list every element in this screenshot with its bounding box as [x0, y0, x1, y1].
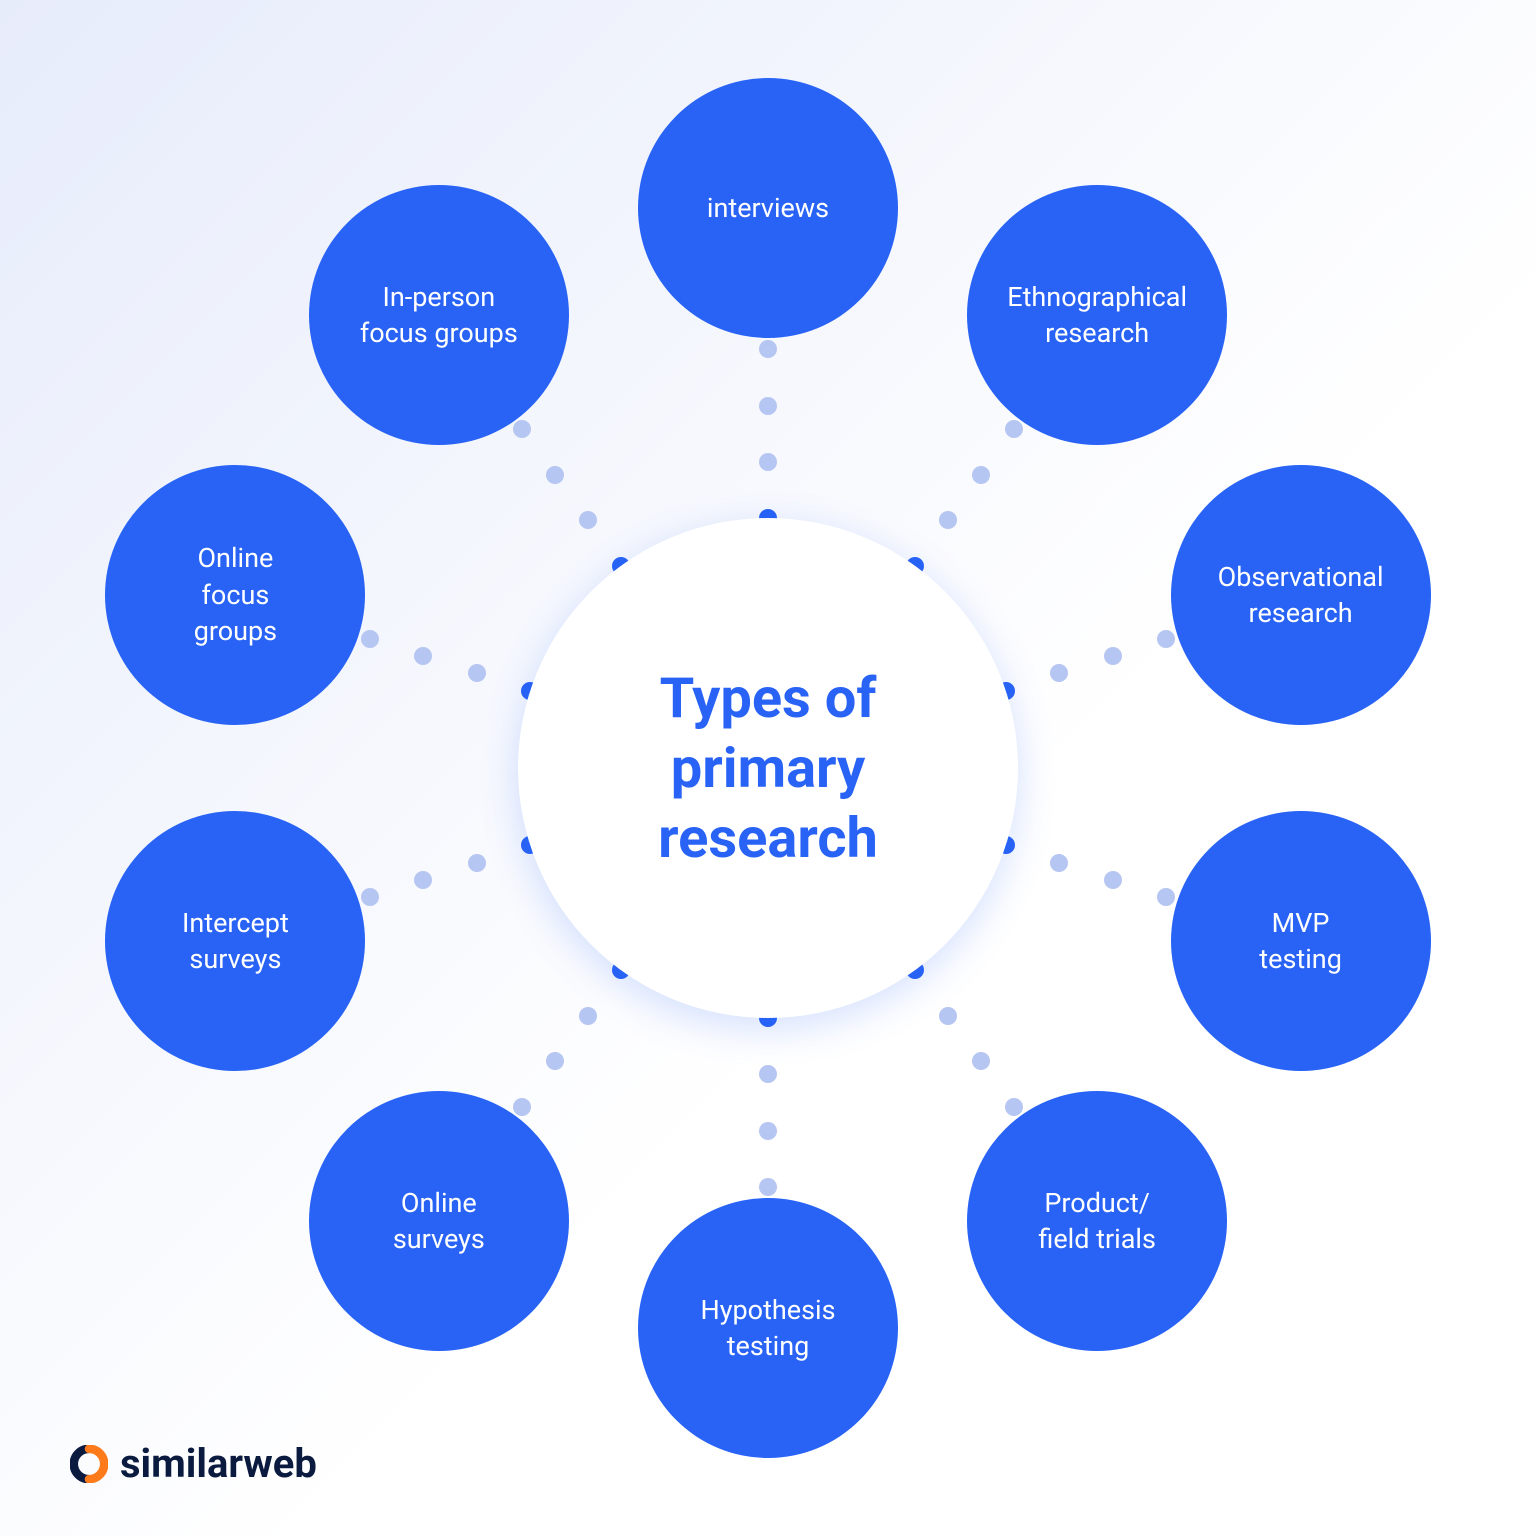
- outer-node-label: Online surveys: [393, 1185, 485, 1258]
- spoke-dot: [546, 466, 564, 484]
- outer-node-label: Observational research: [1218, 559, 1384, 632]
- hub-circle: Types of primary research: [518, 518, 1018, 1018]
- spoke-dot: [468, 664, 486, 682]
- outer-node-label: Online focus groups: [194, 540, 277, 649]
- spoke-dot: [972, 1052, 990, 1070]
- spoke-dot: [513, 420, 531, 438]
- spoke-dot: [579, 1007, 597, 1025]
- spoke-dot: [759, 453, 777, 471]
- outer-node-label: MVP testing: [1259, 905, 1342, 978]
- spoke-dot: [468, 854, 486, 872]
- spoke-dot: [1157, 630, 1175, 648]
- spoke-dot: [759, 340, 777, 358]
- outer-node: Online focus groups: [105, 465, 365, 725]
- spoke-dot: [759, 1178, 777, 1196]
- outer-node: In-person focus groups: [309, 185, 569, 445]
- outer-node: Online surveys: [309, 1091, 569, 1351]
- brand-logo: similarweb: [70, 1440, 317, 1487]
- outer-node: Intercept surveys: [105, 811, 365, 1071]
- spoke-dot: [1050, 854, 1068, 872]
- outer-node: Observational research: [1171, 465, 1431, 725]
- brand-mark-icon: [70, 1445, 108, 1483]
- spoke-dot: [361, 888, 379, 906]
- spoke-dot: [1157, 888, 1175, 906]
- spoke-dot: [546, 1052, 564, 1070]
- outer-node-label: interviews: [707, 190, 829, 226]
- spoke-dot: [1104, 647, 1122, 665]
- brand-text: similarweb: [120, 1440, 317, 1487]
- outer-node: interviews: [638, 78, 898, 338]
- spoke-dot: [1050, 664, 1068, 682]
- outer-node: Ethnographical research: [967, 185, 1227, 445]
- outer-node-label: Ethnographical research: [1007, 279, 1187, 352]
- spoke-dot: [1104, 871, 1122, 889]
- outer-node: Product/ field trials: [967, 1091, 1227, 1351]
- spoke-dot: [939, 511, 957, 529]
- outer-node: Hypothesis testing: [638, 1198, 898, 1458]
- outer-node-label: Intercept surveys: [182, 905, 289, 978]
- spoke-dot: [414, 871, 432, 889]
- outer-node-label: Product/ field trials: [1038, 1185, 1156, 1258]
- outer-node-label: Hypothesis testing: [700, 1292, 835, 1365]
- spoke-dot: [579, 511, 597, 529]
- spoke-dot: [414, 647, 432, 665]
- spoke-dot: [759, 397, 777, 415]
- spoke-dot: [1005, 1098, 1023, 1116]
- spoke-dot: [939, 1007, 957, 1025]
- spoke-dot: [361, 630, 379, 648]
- outer-node: MVP testing: [1171, 811, 1431, 1071]
- hub-title: Types of primary research: [658, 663, 878, 873]
- spoke-dot: [972, 466, 990, 484]
- spoke-dot: [1005, 420, 1023, 438]
- spoke-dot: [513, 1098, 531, 1116]
- outer-node-label: In-person focus groups: [360, 279, 518, 352]
- spoke-dot: [759, 1065, 777, 1083]
- spoke-dot: [759, 1122, 777, 1140]
